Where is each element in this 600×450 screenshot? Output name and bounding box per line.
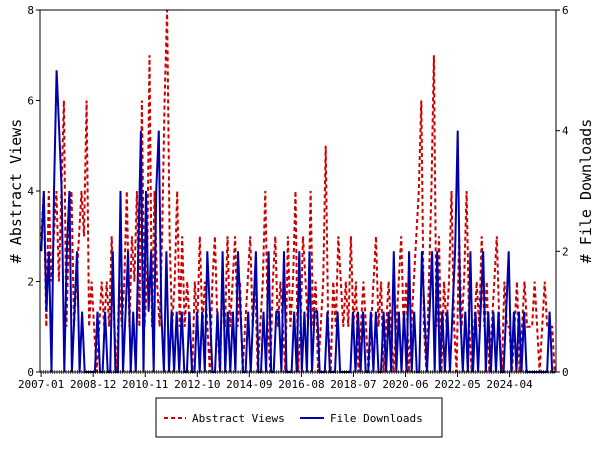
legend-label-abstract-views: Abstract Views: [192, 412, 285, 425]
series-line-file-downloads: [40, 70, 555, 373]
plot-lines: [40, 9, 556, 373]
x-tick-label: 2018-07: [330, 378, 376, 391]
x-axis-tick-labels: 2007-01 2008-12 2010-11 2012-10 2014-09 2016-…: [18, 378, 533, 391]
legend-label-file-downloads: File Downloads: [330, 412, 423, 425]
x-tick-label: 2024-04: [486, 378, 533, 391]
left-tick-label: 2: [27, 276, 34, 289]
left-tick-label: 6: [27, 95, 34, 108]
left-axis-title: # Abstract Views: [7, 119, 25, 264]
legend: Abstract Views File Downloads: [155, 397, 443, 438]
right-tick-label: 4: [562, 125, 569, 138]
right-tick-label: 6: [562, 4, 569, 17]
right-axis-title: # File Downloads: [577, 119, 595, 264]
axis-ticks: [36, 9, 560, 377]
right-axis-tick-labels: 0 2 4 6: [562, 4, 569, 379]
x-tick-label: 2010-11: [122, 378, 168, 391]
x-tick-label: 2012-10: [174, 378, 220, 391]
left-tick-label: 4: [27, 185, 34, 198]
right-tick-label: 2: [562, 245, 569, 258]
x-tick-label: 2014-09: [226, 378, 272, 391]
left-axis-tick-labels: 0 2 4 6 8: [27, 4, 34, 379]
legend-box: [155, 397, 443, 438]
left-tick-label: 0: [27, 366, 34, 379]
x-tick-label: 2020-06: [382, 378, 428, 391]
x-tick-label: 2022-05: [434, 378, 480, 391]
x-tick-label: 2007-01: [18, 378, 64, 391]
right-tick-label: 0: [562, 366, 569, 379]
left-tick-label: 8: [27, 4, 34, 17]
x-tick-label: 2008-12: [70, 378, 116, 391]
x-tick-label: 2016-08: [278, 378, 324, 391]
